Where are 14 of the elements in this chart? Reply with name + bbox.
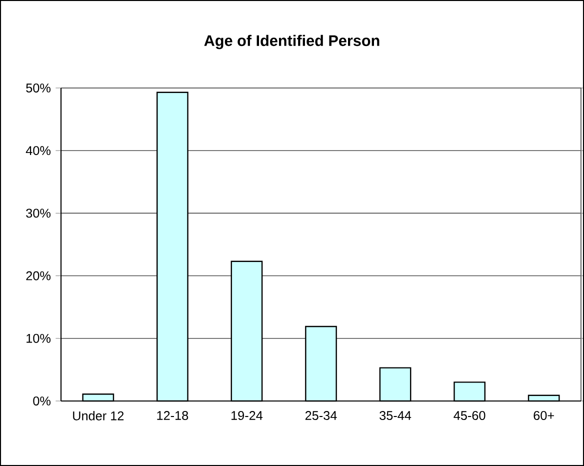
- y-tick-label: 50%: [26, 84, 51, 92]
- x-tick-label: 12-18: [157, 411, 188, 420]
- x-tick-label: 45-60: [454, 411, 486, 420]
- y-tick-label: 40%: [26, 146, 51, 156]
- x-tick-label: 25-34: [305, 411, 337, 420]
- x-tick-label: 19-24: [231, 411, 263, 420]
- chart-title: Age of Identified Person: [204, 34, 380, 50]
- x-tick-label: 60+: [534, 411, 554, 420]
- y-tick-label: 30%: [26, 208, 51, 218]
- x-tick-label: 35-44: [380, 411, 412, 420]
- x-tick-label: Under 12: [73, 411, 124, 420]
- y-tick-label: 20%: [26, 271, 51, 280]
- y-tick-label: 0%: [33, 396, 51, 406]
- y-tick-label: 10%: [26, 334, 51, 343]
